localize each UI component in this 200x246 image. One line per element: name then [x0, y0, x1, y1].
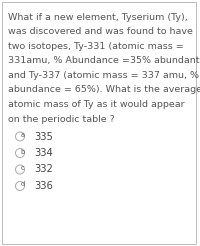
FancyBboxPatch shape [2, 2, 196, 244]
Text: atomic mass of Ty as it would appear: atomic mass of Ty as it would appear [8, 100, 185, 109]
Text: 332: 332 [34, 165, 53, 174]
Text: 335: 335 [34, 132, 53, 141]
Text: What if a new element, Tyserium (Ty),: What if a new element, Tyserium (Ty), [8, 13, 188, 22]
Text: on the periodic table ?: on the periodic table ? [8, 114, 115, 123]
Text: a: a [20, 132, 25, 138]
Text: abundance = 65%). What is the average: abundance = 65%). What is the average [8, 86, 200, 94]
Text: 336: 336 [34, 181, 53, 191]
Text: 331amu, % Abundance =35% abundant): 331amu, % Abundance =35% abundant) [8, 57, 200, 65]
Text: was discovered and was found to have: was discovered and was found to have [8, 28, 193, 36]
Text: c: c [21, 165, 24, 171]
Text: 334: 334 [34, 148, 53, 158]
Text: b: b [20, 149, 25, 154]
Text: and Ty-337 (atomic mass = 337 amu, %: and Ty-337 (atomic mass = 337 amu, % [8, 71, 199, 80]
Text: d: d [20, 182, 25, 187]
Text: two isotopes, Ty-331 (atomic mass =: two isotopes, Ty-331 (atomic mass = [8, 42, 184, 51]
